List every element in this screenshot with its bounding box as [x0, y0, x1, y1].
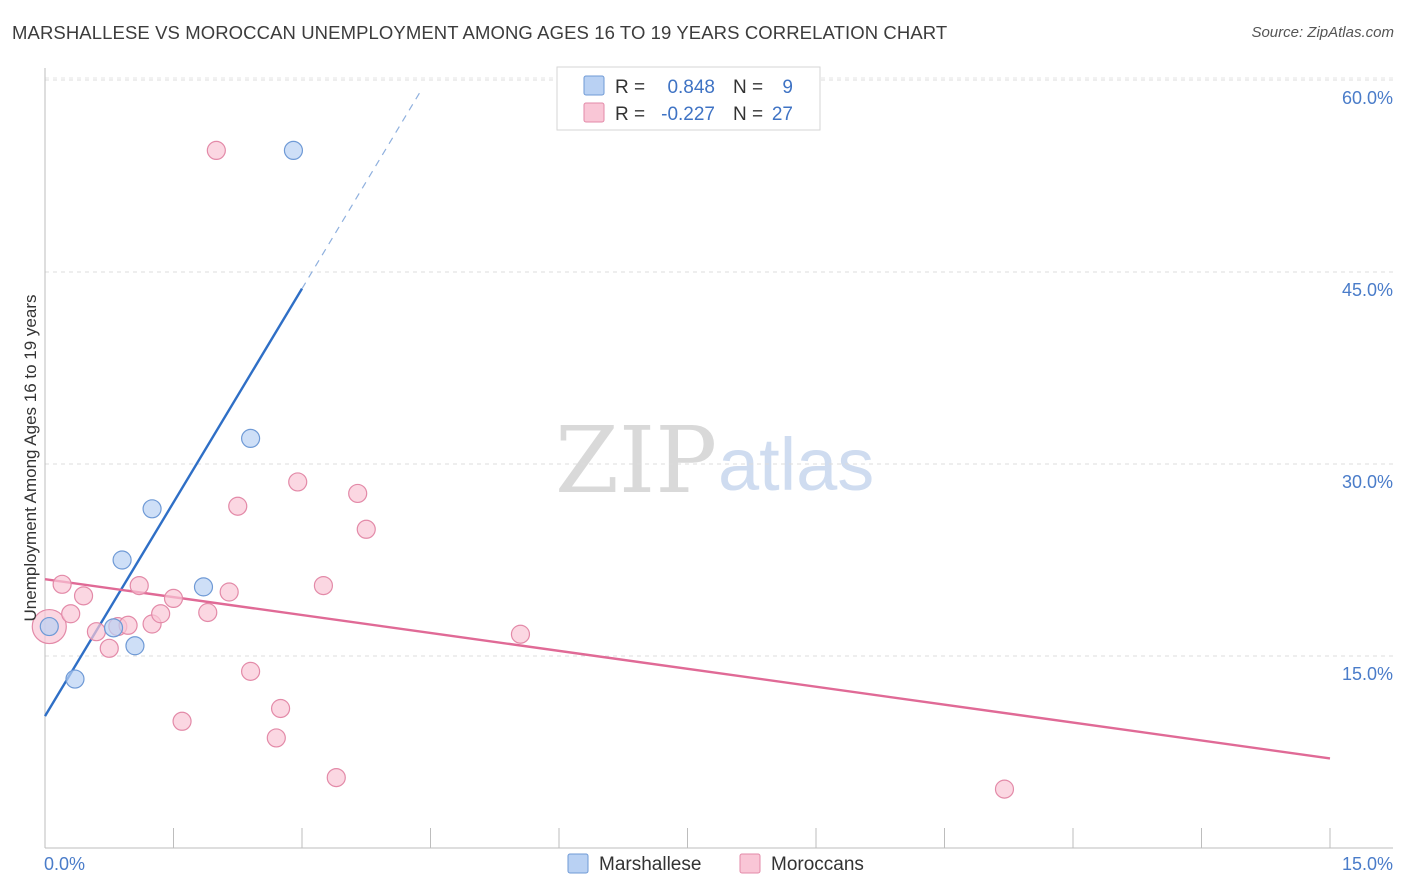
moroccans-point-14: [206, 140, 226, 160]
moroccans-point-2: [61, 604, 81, 624]
legend-swatch-marshallese: [583, 75, 605, 96]
trend-line-moroccans: [44, 578, 1331, 760]
y-tick-label-15: 15.0%: [1342, 664, 1393, 684]
legend-r-label-1: R =: [615, 77, 645, 98]
moroccans-point-12: [172, 711, 192, 731]
moroccans-point-13: [198, 602, 218, 623]
moroccans-point-24: [356, 519, 376, 539]
marshallese-point-2: [103, 618, 124, 638]
y-axis-label: Unemployment Among Ages 16 to 19 years: [21, 295, 40, 622]
series-legend-swatch-marshallese: [567, 853, 589, 874]
x-tick-label-min: 0.0%: [44, 854, 85, 874]
moroccans-point-4: [86, 622, 107, 642]
moroccans-point-11: [163, 588, 184, 609]
trend-lines: [43, 88, 1331, 760]
legend-n-label-1: N =: [733, 77, 763, 98]
moroccans-point-21: [313, 575, 334, 596]
moroccans-point-22: [326, 767, 346, 788]
chart-title: MARSHALLESE VS MOROCCAN UNEMPLOYMENT AMO…: [12, 22, 948, 43]
moroccans-point-8: [129, 575, 149, 596]
axes: [44, 68, 1393, 849]
legend-r-value-1: 0.848: [667, 77, 715, 98]
legend-r-label-2: R =: [615, 104, 645, 125]
stats-legend: R = 0.848 N = 9 R = -0.227 N = 27: [556, 66, 821, 131]
legend-n-value-2: 27: [772, 104, 793, 125]
legend-r-value-2: -0.227: [661, 104, 715, 125]
moroccans-point-10: [151, 604, 171, 624]
moroccans-point-25: [510, 624, 531, 644]
legend-n-label-2: N =: [733, 104, 763, 125]
moroccans-point-26: [994, 779, 1015, 799]
data-points: [31, 140, 1015, 799]
moroccans-point-23: [348, 483, 368, 504]
source-label: Source: ZipAtlas.com: [1251, 24, 1394, 41]
moroccans-point-16: [228, 496, 248, 516]
marshallese-point-1: [65, 669, 85, 689]
series-legend-swatch-moroccans: [739, 853, 761, 874]
marshallese-point-6: [193, 577, 214, 597]
marshallese-point-3: [112, 550, 132, 570]
marshallese-point-8: [283, 140, 304, 160]
moroccans-point-15: [219, 582, 239, 602]
series-legend-label-marshallese: Marshallese: [599, 854, 701, 875]
trend-line-marshallese-extension: [301, 88, 423, 289]
moroccans-point-19: [270, 698, 291, 719]
moroccans-point-5: [99, 638, 119, 658]
trend-line-marshallese: [43, 288, 304, 717]
moroccans-point-18: [266, 728, 286, 748]
legend-swatch-moroccans: [583, 102, 605, 123]
marshallese-point-7: [241, 428, 261, 448]
moroccans-point-20: [288, 472, 308, 492]
y-tick-label-45: 45.0%: [1342, 280, 1393, 300]
marshallese-point-0: [39, 616, 59, 637]
series-legend: Marshallese Moroccans: [567, 853, 864, 875]
y-tick-label-30: 30.0%: [1342, 472, 1393, 492]
y-tick-labels: 15.0% 30.0% 45.0% 60.0%: [1342, 88, 1393, 684]
y-tick-label-60: 60.0%: [1342, 88, 1393, 108]
watermark-zip: ZIP: [555, 407, 717, 514]
legend-n-value-1: 9: [782, 77, 793, 98]
moroccans-point-17: [241, 661, 261, 681]
marshallese-point-5: [142, 499, 162, 519]
moroccans-point-1: [52, 574, 72, 594]
marshallese-point-4: [125, 636, 145, 656]
x-tick-label-max: 15.0%: [1342, 854, 1393, 874]
grid-lines: [45, 77, 1393, 657]
series-legend-label-moroccans: Moroccans: [771, 854, 864, 875]
moroccans-point-3: [73, 586, 94, 606]
x-tick-labels: 0.0% 15.0%: [44, 854, 1393, 874]
